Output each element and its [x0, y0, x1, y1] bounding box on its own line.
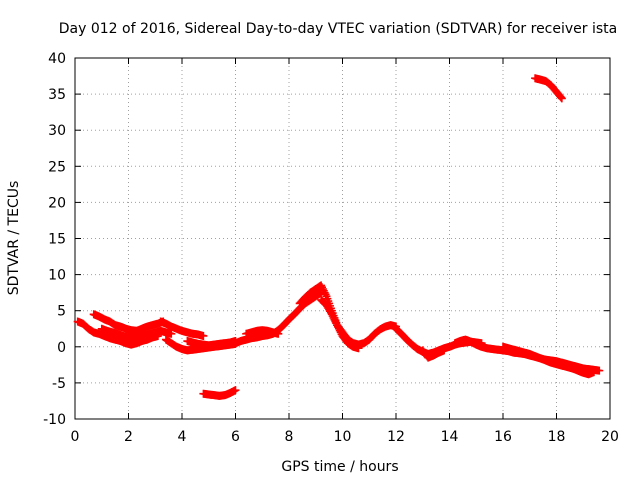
data-point — [318, 285, 327, 294]
y-tick-label: -10 — [43, 412, 66, 428]
data-point — [319, 286, 328, 295]
y-tick-label: 10 — [48, 268, 66, 284]
y-tick-label: 0 — [57, 340, 66, 356]
x-tick-label: 20 — [601, 429, 619, 445]
x-tick-label: 6 — [231, 429, 240, 445]
series-arc-4 — [156, 317, 208, 340]
x-tick-label: 0 — [71, 429, 80, 445]
data-point — [274, 329, 283, 338]
y-tick-label: -5 — [52, 376, 66, 392]
x-tick-label: 8 — [285, 429, 294, 445]
y-tick-label: 15 — [48, 232, 66, 248]
series-arc-3 — [97, 324, 176, 343]
data-point — [328, 312, 337, 321]
series-arc-2 — [89, 310, 168, 335]
x-tick-label: 18 — [548, 429, 566, 445]
y-axis-label: SDTVAR / TECUs — [6, 181, 22, 296]
series-arc-15 — [499, 342, 598, 379]
x-tick-label: 16 — [494, 429, 512, 445]
data-point — [336, 328, 345, 337]
data-point — [330, 315, 339, 324]
y-tick-label: 25 — [48, 159, 66, 175]
data-point — [331, 317, 340, 326]
series-arc-7 — [199, 386, 240, 400]
data-point — [332, 319, 341, 328]
data-point — [320, 288, 329, 297]
chart-title: Day 012 of 2016, Sidereal Day-to-day VTE… — [59, 21, 617, 37]
data-point — [329, 313, 338, 322]
data-point — [231, 386, 240, 395]
x-tick-label: 10 — [334, 429, 352, 445]
data-point — [440, 346, 449, 355]
data-point — [334, 324, 343, 333]
x-tick-label: 2 — [124, 429, 133, 445]
data-point — [167, 329, 176, 338]
data-point — [556, 93, 565, 102]
data-point — [317, 283, 326, 292]
data-point — [317, 281, 326, 290]
x-tick-label: 14 — [441, 429, 459, 445]
data-points — [73, 74, 604, 400]
y-tick-label: 5 — [57, 304, 66, 320]
axis-ticks: 0 2 4 6 8 10 12 14 16 18 20 -10 -5 0 5 10 15 20 25 30 35 40 — [43, 51, 619, 445]
x-tick-label: 12 — [387, 429, 405, 445]
series-arc-13 — [418, 346, 449, 362]
y-tick-label: 35 — [48, 87, 66, 103]
data-point — [335, 326, 344, 335]
data-point — [557, 94, 566, 103]
series-arc-8 — [231, 288, 326, 348]
y-tick-label: 20 — [48, 195, 66, 211]
y-tick-label: 40 — [48, 51, 66, 67]
data-point — [334, 322, 343, 331]
data-point — [327, 310, 336, 319]
y-tick-label: 30 — [48, 123, 66, 139]
data-point — [589, 368, 598, 377]
x-tick-label: 4 — [178, 429, 187, 445]
series-arc-9 — [242, 326, 283, 338]
series-arc-16 — [531, 74, 566, 103]
data-point — [321, 290, 330, 299]
data-point — [199, 331, 208, 340]
grid-lines — [75, 58, 610, 419]
series-arc-11 — [317, 295, 363, 353]
x-axis-label: GPS time / hours — [281, 459, 398, 475]
data-point — [333, 321, 342, 330]
data-point — [595, 366, 604, 375]
data-point — [354, 344, 363, 353]
